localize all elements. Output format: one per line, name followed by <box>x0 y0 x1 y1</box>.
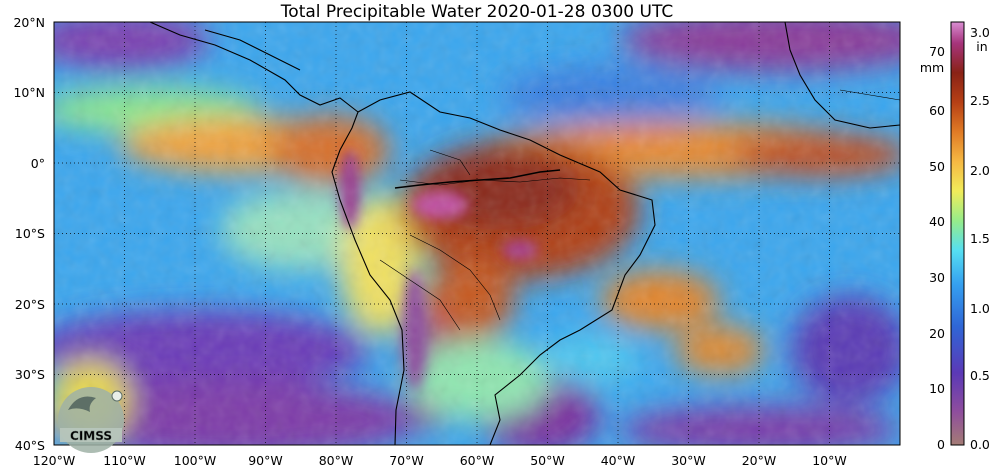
lon-label: 100°W <box>174 453 216 468</box>
lon-label: 30°W <box>671 453 706 468</box>
mm-tick: 30 <box>929 270 945 285</box>
lon-label: 110°W <box>103 453 145 468</box>
lat-label: 10°S <box>15 226 45 241</box>
colorbar-mm-ticks: 0 10 20 30 40 50 60 70 <box>929 44 945 452</box>
colorbar-unit-in: in <box>976 39 987 54</box>
colorbar-gradient <box>950 21 965 446</box>
map-frame <box>53 21 901 446</box>
lon-label: 120°W <box>33 453 75 468</box>
chart-title: Total Precipitable Water 2020-01-28 0300… <box>280 2 673 22</box>
gridlines <box>54 22 900 445</box>
lat-label: 20°S <box>15 297 45 312</box>
lon-label: 10°W <box>812 453 847 468</box>
lat-label: 0° <box>31 156 45 171</box>
lat-label: 30°S <box>15 367 45 382</box>
lon-label: 90°W <box>248 453 283 468</box>
lat-label: 40°S <box>15 438 45 453</box>
mm-tick: 10 <box>929 381 945 396</box>
colorbar: mm in 0 10 20 30 40 50 60 70 0.0 0.5 1.0… <box>920 21 990 452</box>
colorbar-in-ticks: 0.0 0.5 1.0 1.5 2.0 2.5 3.0 <box>970 25 990 452</box>
rivers <box>394 169 561 189</box>
longitude-labels: 120°W 110°W 100°W 90°W 80°W 70°W 60°W 50… <box>33 453 847 468</box>
cimss-logo: CIMSS <box>58 387 124 453</box>
in-tick: 0.5 <box>970 368 990 383</box>
mm-tick: 50 <box>929 159 945 174</box>
in-tick: 3.0 <box>970 25 990 40</box>
lon-label: 40°W <box>601 453 636 468</box>
coastlines <box>149 22 900 445</box>
colorbar-unit-mm: mm <box>920 60 944 75</box>
lon-label: 70°W <box>389 453 424 468</box>
in-tick: 2.0 <box>970 163 990 178</box>
lon-label: 20°W <box>742 453 777 468</box>
lat-label: 20°N <box>13 15 45 30</box>
lon-label: 50°W <box>530 453 565 468</box>
in-tick: 1.5 <box>970 231 990 246</box>
logo-text: CIMSS <box>70 429 112 443</box>
latitude-labels: 20°N 10°N 0° 10°S 20°S 30°S 40°S <box>13 15 45 453</box>
in-tick: 2.5 <box>970 93 990 108</box>
mm-tick: 20 <box>929 326 945 341</box>
mm-tick: 70 <box>929 44 945 59</box>
in-tick: 1.0 <box>970 301 990 316</box>
mm-tick: 40 <box>929 214 945 229</box>
mm-tick: 0 <box>937 437 945 452</box>
lat-label: 10°N <box>13 85 45 100</box>
in-tick: 0.0 <box>970 437 990 452</box>
lon-label: 60°W <box>460 453 495 468</box>
tpw-field <box>54 22 900 445</box>
mm-tick: 60 <box>929 103 945 118</box>
lon-label: 80°W <box>319 453 354 468</box>
